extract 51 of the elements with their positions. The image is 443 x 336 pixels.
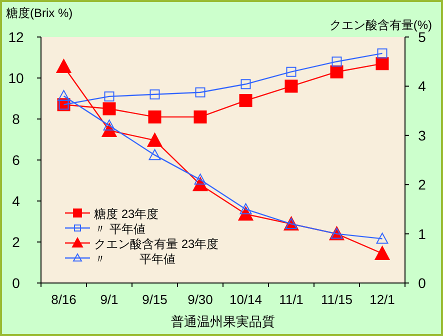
point xyxy=(195,87,206,98)
legend-label: 〃 平年値 xyxy=(94,222,146,236)
point xyxy=(104,91,114,102)
point xyxy=(150,89,160,100)
xtick: 8/16 xyxy=(51,292,76,307)
ytick: 4 xyxy=(12,193,20,209)
y2tick: 4 xyxy=(418,78,426,94)
point xyxy=(374,246,390,260)
xtick: 12/1 xyxy=(370,292,395,307)
point xyxy=(377,48,388,58)
y2tick: 0 xyxy=(418,275,426,291)
xtick: 9/15 xyxy=(142,292,168,307)
point xyxy=(56,59,72,74)
point xyxy=(102,102,116,116)
ytick: 10 xyxy=(8,70,24,86)
point xyxy=(147,132,162,147)
point xyxy=(148,149,161,160)
xtick: 9/1 xyxy=(100,292,118,307)
ytick: 6 xyxy=(12,152,20,168)
y2label: クエン酸含有量(%) xyxy=(329,18,432,32)
point xyxy=(194,110,207,124)
ytick: 2 xyxy=(12,234,20,250)
point xyxy=(330,65,344,78)
ytick: 0 xyxy=(12,275,20,291)
point xyxy=(286,66,296,77)
point xyxy=(240,79,251,90)
xtick: 10/14 xyxy=(229,292,262,307)
xlabel: 普通温州果実品質 xyxy=(171,314,275,329)
point xyxy=(103,120,116,131)
xtick: 11/15 xyxy=(320,292,353,307)
xtick: 11/1 xyxy=(279,292,304,307)
legend-label: クエン酸含有量 23年度 xyxy=(94,237,219,251)
point xyxy=(284,80,298,93)
ytick: 8 xyxy=(12,111,20,127)
ytick: 12 xyxy=(8,29,24,45)
point xyxy=(239,94,252,108)
point xyxy=(240,203,252,214)
ylabel: 糖度(Brix %) xyxy=(6,6,73,20)
point xyxy=(332,56,342,67)
y2tick: 1 xyxy=(418,226,426,242)
point xyxy=(376,232,388,244)
point xyxy=(58,90,70,102)
legend-label: 糖度 23年度 xyxy=(94,207,159,221)
legend-label: 〃 平年値 xyxy=(94,252,176,266)
y2tick: 5 xyxy=(418,29,426,45)
y2tick: 3 xyxy=(418,127,426,144)
point xyxy=(376,57,389,70)
xtick: 9/30 xyxy=(188,292,213,307)
point xyxy=(194,174,206,185)
point xyxy=(148,110,162,124)
y2tick: 2 xyxy=(418,176,426,193)
